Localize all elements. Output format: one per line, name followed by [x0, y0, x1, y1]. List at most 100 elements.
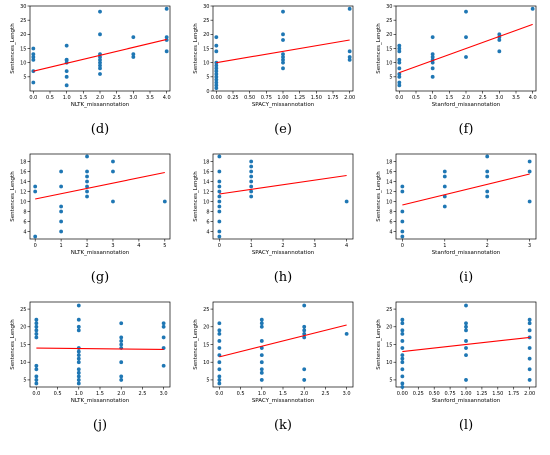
trend-line [33, 38, 167, 72]
y-tick-label: 5 [23, 75, 26, 81]
data-point [527, 328, 532, 333]
x-tick-label: 1.75 [327, 95, 338, 101]
x-tick-label: 2 [486, 243, 489, 249]
data-point [217, 321, 222, 326]
data-point [59, 219, 64, 224]
data-point [214, 80, 219, 85]
x-tick-label: 0.00 [397, 391, 408, 397]
data-point [397, 80, 402, 85]
data-point [119, 360, 124, 365]
data-point [400, 385, 405, 389]
data-point [119, 335, 124, 340]
x-tick-label: 1.5 [96, 391, 104, 397]
x-axis-label: SPACY_missannotation [252, 102, 315, 108]
x-tick-label: 5 [163, 243, 166, 249]
x-tick-label: 0.5 [46, 95, 54, 101]
data-point [34, 317, 39, 322]
data-point [397, 60, 402, 65]
y-tick-label: 10 [203, 199, 209, 205]
data-point [281, 38, 285, 42]
x-tick-label: 1.00 [277, 95, 288, 101]
x-tick-label: 0.25 [413, 391, 424, 397]
data-point [161, 321, 166, 326]
data-point [302, 328, 307, 333]
y-tick-label: 15 [203, 342, 209, 348]
trend-line [402, 173, 530, 206]
panel-caption: (h) [274, 270, 293, 285]
data-point [214, 66, 219, 71]
x-tick-label: 2.5 [479, 95, 487, 101]
x-axis-label: Stanford_missannotation [432, 398, 501, 404]
data-point [98, 57, 102, 62]
axes-frame [212, 5, 354, 92]
trend-line [216, 39, 350, 64]
data-point [249, 169, 254, 174]
data-point [214, 43, 219, 48]
data-point [76, 349, 81, 354]
x-tick-label: 2.00 [524, 391, 535, 397]
data-point [527, 159, 532, 164]
y-tick-label: 10 [386, 60, 392, 66]
data-point [281, 52, 285, 57]
data-point [464, 378, 468, 382]
x-tick-label: 1.0 [75, 391, 83, 397]
data-point [111, 159, 115, 164]
data-point [259, 370, 264, 375]
x-tick-label: 3.5 [512, 95, 520, 101]
y-tick-label: 4 [206, 229, 209, 235]
x-tick-label: 0.0 [32, 391, 40, 397]
axes-frame [395, 153, 537, 240]
x-tick-label: 3.5 [146, 95, 154, 101]
data-point [249, 179, 254, 184]
data-point [302, 335, 307, 340]
data-point [34, 378, 39, 382]
data-point [31, 52, 36, 57]
y-tick-label: 4 [389, 229, 392, 235]
data-point [442, 194, 447, 199]
data-point [527, 321, 532, 326]
data-point [497, 49, 502, 54]
data-point [119, 321, 124, 326]
data-point [249, 184, 254, 189]
data-point [85, 154, 89, 159]
panel-caption: (f) [459, 122, 474, 137]
data-point [400, 353, 405, 358]
data-point [347, 49, 352, 54]
data-point [281, 9, 285, 14]
data-point [400, 356, 405, 361]
data-point [59, 209, 64, 214]
x-tick-label: 4.0 [529, 95, 537, 101]
x-tick-label: 1 [250, 243, 253, 249]
y-tick-label: 10 [203, 60, 209, 66]
data-point [397, 74, 402, 79]
data-point [217, 378, 222, 382]
x-tick-label: 1.5 [445, 95, 453, 101]
data-point [400, 219, 405, 224]
x-tick-label: 1 [443, 243, 446, 249]
x-tick-label: 0.25 [227, 95, 238, 101]
data-point [76, 370, 81, 375]
data-point [400, 234, 405, 239]
y-tick-label: 15 [20, 342, 26, 348]
y-tick-label: 5 [389, 378, 392, 384]
y-tick-label: 15 [386, 342, 392, 348]
data-point [400, 328, 405, 333]
y-tick-label: 25 [20, 18, 26, 24]
y-tick-label: 15 [203, 46, 209, 52]
y-axis-label: Sentences_Length [10, 23, 16, 74]
trend-line [36, 347, 164, 351]
y-tick-label: 12 [203, 189, 209, 195]
data-point [164, 6, 169, 11]
data-point [85, 189, 89, 194]
data-point [98, 9, 102, 14]
data-point [214, 83, 219, 88]
y-tick-label: 18 [203, 159, 209, 165]
data-point [485, 189, 490, 194]
y-tick-label: 10 [20, 60, 26, 66]
x-tick-label: 1.5 [79, 95, 87, 101]
data-point [76, 328, 81, 333]
x-tick-label: 1.00 [460, 391, 471, 397]
data-point [302, 324, 307, 329]
x-tick-label: 0.50 [244, 95, 255, 101]
data-point [464, 55, 468, 59]
